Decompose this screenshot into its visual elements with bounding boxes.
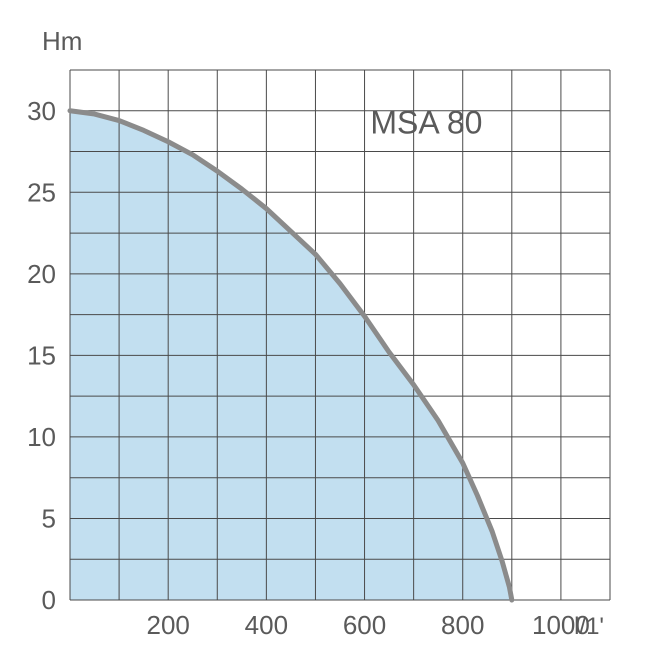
y-tick-label: 5 bbox=[42, 503, 56, 533]
x-tick-label: 600 bbox=[343, 610, 386, 640]
y-tick-label: 30 bbox=[27, 96, 56, 126]
y-tick-label: 0 bbox=[42, 585, 56, 615]
y-tick-label: 10 bbox=[27, 422, 56, 452]
y-tick-label: 20 bbox=[27, 259, 56, 289]
chart-svg: 0510152025302004006008001000Hml/1'MSA 80 bbox=[0, 0, 650, 650]
y-axis-title: Hm bbox=[42, 26, 82, 56]
y-tick-label: 15 bbox=[27, 340, 56, 370]
x-tick-label: 200 bbox=[146, 610, 189, 640]
x-tick-label: 400 bbox=[245, 610, 288, 640]
x-axis-title: l/1' bbox=[574, 613, 604, 640]
x-tick-label: 800 bbox=[441, 610, 484, 640]
curve-label: MSA 80 bbox=[370, 105, 482, 141]
pump-curve-chart: { "chart": { "type": "area", "curve_labe… bbox=[0, 0, 650, 650]
y-tick-label: 25 bbox=[27, 177, 56, 207]
